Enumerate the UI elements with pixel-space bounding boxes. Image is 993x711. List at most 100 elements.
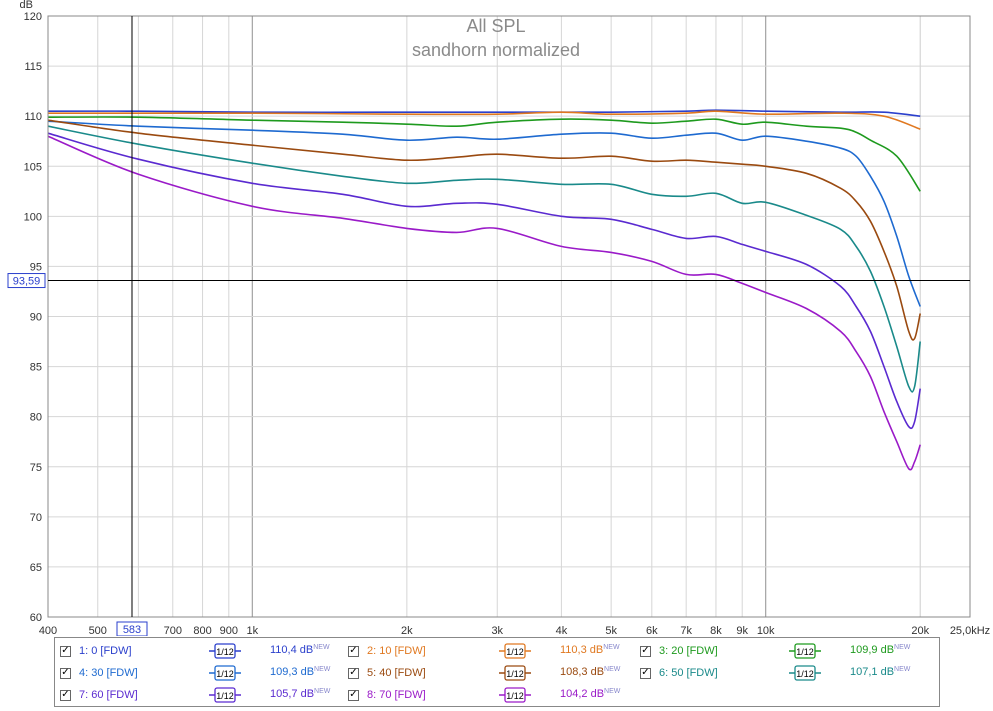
y-tick-label: 115	[24, 61, 42, 73]
series-line	[48, 110, 921, 130]
legend-label: 6: 50 [FDW]	[659, 667, 718, 679]
legend-new-badge: NEW	[603, 644, 620, 651]
x-tick-label: 700	[164, 625, 182, 636]
x-tick-label: 800	[193, 625, 211, 636]
legend-label: 7: 60 [FDW]	[79, 689, 138, 701]
x-tick-label: 400	[39, 625, 57, 636]
x-tick-label: 7k	[680, 625, 692, 636]
legend-level-value: 108,3 dBNEW	[560, 666, 621, 678]
legend-label: 1: 0 [FDW]	[79, 645, 132, 657]
legend-checkbox[interactable]: ✓	[640, 667, 651, 679]
smoothing-icon[interactable]: 1/12	[499, 643, 531, 659]
svg-text:1/12: 1/12	[216, 691, 234, 701]
axes: 60 65 70 75 80 85 90 95 100 105 110 115 120 400 500 700…	[24, 11, 991, 636]
legend-checkbox[interactable]: ✓	[348, 645, 359, 657]
legend-new-badge: NEW	[894, 666, 911, 673]
x-tick-label: 10k	[757, 625, 775, 636]
smoothing-icon[interactable]: 1/12	[209, 665, 241, 681]
y-tick-label: 90	[30, 312, 42, 324]
chart-subtitle: sandhorn normalized	[412, 40, 580, 60]
cursor-y-readout-box	[7, 273, 46, 289]
series-line	[47, 132, 921, 430]
legend-item[interactable]: ✓ 6: 50 [FDW]	[640, 663, 718, 683]
cursor-y-readout: 93,59	[13, 276, 41, 288]
legend-checkbox[interactable]: ✓	[640, 645, 651, 657]
legend-item[interactable]: ✓ 7: 60 [FDW]	[60, 685, 138, 705]
legend-item[interactable]: ✓ 1: 0 [FDW]	[60, 641, 132, 661]
legend-item[interactable]: ✓ 5: 40 [FDW]	[348, 663, 426, 683]
smoothing-icon[interactable]: 1/12	[789, 643, 821, 659]
legend-level-value: 104,2 dBNEW	[560, 688, 621, 700]
legend-new-badge: NEW	[314, 688, 331, 695]
y-tick-label: 65	[30, 562, 42, 574]
series-line	[47, 109, 921, 117]
plot-frame	[47, 15, 971, 618]
legend-checkbox[interactable]: ✓	[348, 689, 359, 701]
legend-new-badge: NEW	[894, 644, 911, 651]
svg-text:1/12: 1/12	[506, 669, 524, 679]
y-tick-label: 70	[30, 512, 42, 524]
smoothing-icon[interactable]: 1/12	[209, 687, 241, 703]
legend-level-value: 109,3 dBNEW	[270, 666, 331, 678]
legend-level-value: 105,7 dBNEW	[270, 688, 331, 700]
svg-text:1/12: 1/12	[796, 669, 814, 679]
x-tick-label: 20k	[911, 625, 929, 636]
smoothing-icon[interactable]: 1/12	[209, 643, 241, 659]
x-tick-label: 2k	[401, 625, 413, 636]
y-tick-label: 75	[30, 462, 42, 474]
legend-item[interactable]: ✓ 3: 20 [FDW]	[640, 641, 718, 661]
legend-item[interactable]: ✓ 4: 30 [FDW]	[60, 663, 138, 683]
legend-checkbox[interactable]: ✓	[60, 667, 71, 679]
legend-checkbox[interactable]: ✓	[60, 689, 71, 701]
y-axis-unit: dB	[20, 0, 33, 11]
smoothing-icon[interactable]: 1/12	[499, 665, 531, 681]
legend-label: 2: 10 [FDW]	[367, 645, 426, 657]
legend-new-badge: NEW	[313, 644, 330, 651]
legend-checkbox[interactable]: ✓	[60, 645, 71, 657]
y-tick-label: 110	[24, 111, 42, 123]
legend-new-badge: NEW	[604, 688, 621, 695]
cursor-x-readout-box	[116, 621, 148, 636]
y-tick-label: 80	[30, 412, 42, 424]
svg-text:1/12: 1/12	[506, 691, 524, 701]
legend-level-value: 110,3 dBNEW	[560, 644, 620, 656]
series-line	[47, 120, 921, 307]
legend: ✓ 1: 0 [FDW] 1/12 110,4 dBNEW ✓ 2: 10 [FDW] 1/…	[54, 637, 940, 707]
cursor[interactable]: 93,59 583	[7, 16, 970, 636]
series-line	[47, 116, 921, 192]
x-tick-label: 5k	[605, 625, 617, 636]
cursor-x-readout: 583	[123, 624, 141, 636]
x-tick-label: 900	[220, 625, 238, 636]
y-tick-label: 100	[24, 211, 42, 223]
y-tick-label: 60	[30, 612, 42, 624]
legend-item[interactable]: ✓ 2: 10 [FDW]	[348, 641, 426, 661]
x-tick-label: 4k	[556, 625, 568, 636]
smoothing-icon[interactable]: 1/12	[789, 665, 821, 681]
svg-text:1/12: 1/12	[506, 647, 524, 657]
legend-new-badge: NEW	[314, 666, 331, 673]
legend-label: 4: 30 [FDW]	[79, 667, 138, 679]
legend-label: 5: 40 [FDW]	[367, 667, 426, 679]
series-line	[47, 125, 921, 393]
series-line	[47, 135, 921, 471]
legend-label: 3: 20 [FDW]	[659, 645, 718, 657]
grid	[48, 15, 970, 618]
y-tick-label: 120	[24, 11, 42, 23]
y-tick-label: 85	[30, 362, 42, 374]
chart-title: All SPL	[466, 16, 525, 36]
legend-level-value: 110,4 dBNEW	[270, 644, 330, 656]
svg-text:1/12: 1/12	[216, 647, 234, 657]
legend-item[interactable]: ✓ 8: 70 [FDW]	[348, 685, 426, 705]
legend-new-badge: NEW	[604, 666, 621, 673]
x-tick-label: 3k	[491, 625, 503, 636]
spl-chart: 60 65 70 75 80 85 90 95 100 105 110 115 120 400 500 700…	[7, 0, 991, 636]
legend-level-value: 109,9 dBNEW	[850, 644, 911, 656]
legend-checkbox[interactable]: ✓	[348, 667, 359, 679]
x-tick-label: 500	[89, 625, 107, 636]
y-tick-label: 105	[24, 161, 42, 173]
x-tick-label: 6k	[646, 625, 658, 636]
legend-label: 8: 70 [FDW]	[367, 689, 426, 701]
svg-text:1/12: 1/12	[796, 647, 814, 657]
smoothing-icon[interactable]: 1/12	[499, 687, 531, 703]
svg-text:1/12: 1/12	[216, 669, 234, 679]
